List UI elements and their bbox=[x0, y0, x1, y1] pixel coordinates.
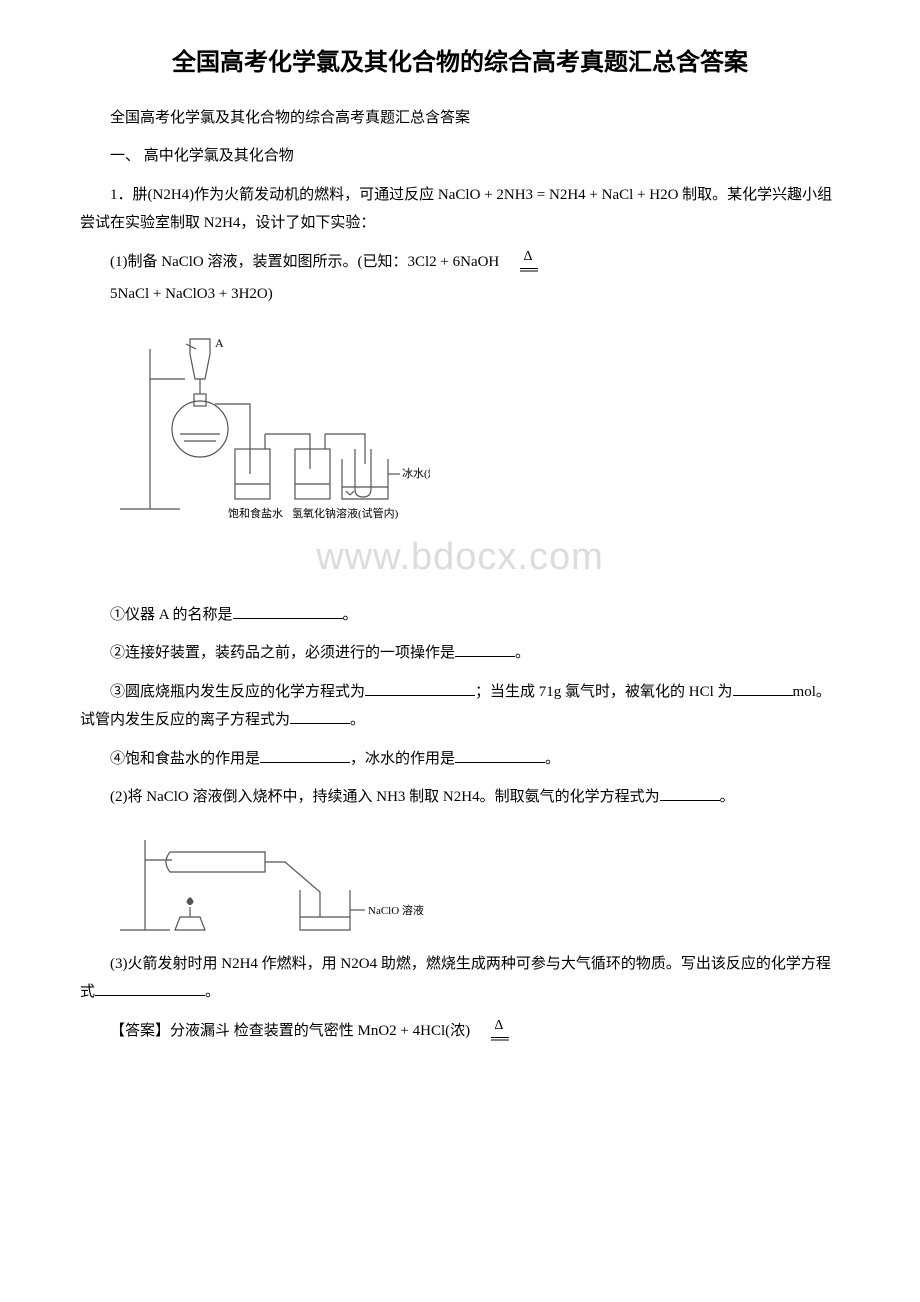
blank-field bbox=[455, 746, 545, 763]
q1-1-text-b: 5NaCl + NaClO3 + 3H2O) bbox=[80, 280, 840, 309]
blank-field bbox=[365, 679, 475, 696]
blank-field bbox=[95, 980, 205, 997]
blank-field bbox=[260, 746, 350, 763]
blank-field bbox=[733, 679, 793, 696]
q1-part1: (1)制备 NaClO 溶液，装置如图所示。(已知：3Cl2 + 6NaOH Δ… bbox=[80, 248, 840, 277]
fig1-label-brine: 饱和食盐水 bbox=[228, 506, 283, 519]
question-intro: 1．肼(N2H4)作为火箭发动机的燃料，可通过反应 NaClO + 2NH3 =… bbox=[80, 181, 840, 238]
q1-sub3: ③圆底烧瓶内发生反应的化学方程式为 ；当生成 71g 氯气时，被氧化的 HCl 为… bbox=[80, 678, 840, 735]
q1-1-text-a: (1)制备 NaClO 溶液，装置如图所示。(已知：3Cl2 + 6NaOH bbox=[110, 254, 503, 270]
watermark: www.bdocx.com bbox=[80, 521, 840, 593]
q1-sub4: ④饱和食盐水的作用是 ，冰水的作用是 。 bbox=[80, 745, 840, 774]
q1-part3: (3)火箭发射时用 N2H4 作燃料，用 N2O4 助燃，燃烧生成两种可参与大气… bbox=[80, 950, 840, 1007]
blank-field bbox=[660, 785, 720, 802]
figure-1: A bbox=[110, 319, 840, 519]
q1-sub3a-text: ③圆底烧瓶内发生反应的化学方程式为 bbox=[110, 684, 365, 700]
q1-sub4a-text: ④饱和食盐水的作用是 bbox=[110, 751, 260, 767]
q1-2-text: (2)将 NaClO 溶液倒入烧杯中，持续通入 NH3 制取 N2H4。制取氨气… bbox=[110, 789, 660, 805]
q1-sub4b-text: ，冰水的作用是 bbox=[350, 751, 455, 767]
figure-2: NaClO 溶液 bbox=[110, 822, 840, 942]
blank-field bbox=[233, 602, 343, 619]
fig1-label-naoh: 氢氧化钠溶液(试管内) bbox=[292, 506, 399, 519]
delta-symbol: Δ══ bbox=[474, 1017, 494, 1045]
subtitle-text: 全国高考化学氯及其化合物的综合高考真题汇总含答案 bbox=[80, 104, 840, 133]
period: 。 bbox=[343, 607, 358, 623]
q1-sub1-text: ①仪器 A 的名称是 bbox=[110, 607, 233, 623]
q1-sub2: ②连接好装置，装药品之前，必须进行的一项操作是 。 bbox=[80, 639, 840, 668]
section-header: 一、 高中化学氯及其化合物 bbox=[80, 142, 840, 171]
q1-part2: (2)将 NaClO 溶液倒入烧杯中，持续通入 NH3 制取 N2H4。制取氨气… bbox=[80, 783, 840, 812]
q1-sub2-text: ②连接好装置，装药品之前，必须进行的一项操作是 bbox=[110, 645, 455, 661]
q1-sub3b-text: ；当生成 71g 氯气时，被氧化的 HCl 为 bbox=[475, 684, 733, 700]
fig1-label-ice: 冰水(烧杯内) bbox=[402, 466, 430, 480]
page-title: 全国高考化学氯及其化合物的综合高考真题汇总含答案 bbox=[80, 40, 840, 86]
blank-field bbox=[455, 641, 515, 658]
blank-field bbox=[290, 708, 350, 725]
delta-symbol: Δ══ bbox=[503, 248, 523, 276]
period: 。 bbox=[350, 712, 365, 728]
period: 。 bbox=[720, 789, 735, 805]
answer: 【答案】分液漏斗 检查装置的气密性 MnO2 + 4HCl(浓) Δ══ bbox=[80, 1017, 840, 1046]
period: 。 bbox=[205, 984, 220, 1000]
svg-text:A: A bbox=[215, 336, 224, 350]
period: 。 bbox=[515, 645, 530, 661]
period: 。 bbox=[545, 751, 560, 767]
answer-text: 【答案】分液漏斗 检查装置的气密性 MnO2 + 4HCl(浓) bbox=[110, 1023, 474, 1039]
q1-sub1: ①仪器 A 的名称是 。 bbox=[80, 601, 840, 630]
fig2-label: NaClO 溶液 bbox=[368, 903, 424, 917]
